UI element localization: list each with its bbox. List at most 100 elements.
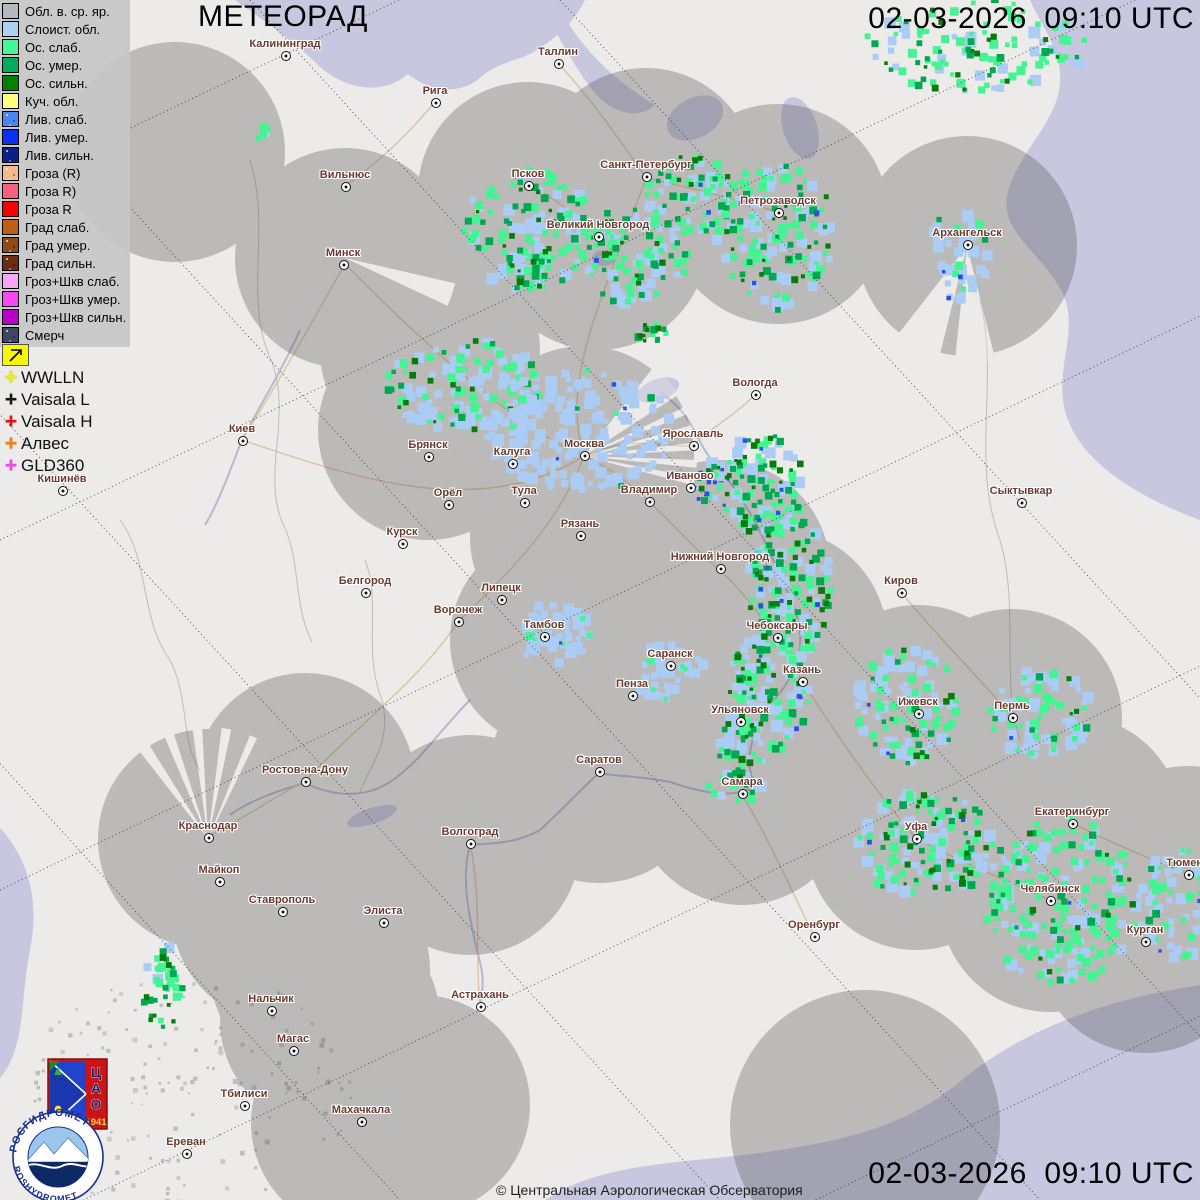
city-label: Сыктывкар bbox=[989, 485, 1053, 497]
legend-item-label: Лив. слаб. bbox=[25, 111, 88, 127]
city-marker-icon bbox=[1008, 713, 1018, 723]
legend-color-swatch bbox=[2, 21, 19, 37]
city-label: Курган bbox=[1126, 924, 1164, 936]
legend-item: Ос. слаб. bbox=[2, 38, 130, 56]
city-label: Самара bbox=[721, 776, 763, 788]
city-marker-icon bbox=[267, 1006, 277, 1016]
city-label: Ростов-на-Дону bbox=[261, 764, 349, 776]
city-label: Тбилиси bbox=[220, 1088, 268, 1100]
city-label: Киев bbox=[228, 423, 256, 435]
radar-site-circle bbox=[251, 1013, 471, 1200]
city-label: Саранск bbox=[647, 648, 693, 660]
legend-color-swatch bbox=[2, 75, 19, 91]
legend-item-label: Град слаб. bbox=[25, 219, 90, 235]
city-label: Элиста bbox=[363, 905, 403, 917]
cao-letter: О bbox=[91, 1096, 102, 1112]
city-marker-icon bbox=[666, 661, 676, 671]
city-label: Ставрополь bbox=[248, 894, 316, 906]
radar-site-circle bbox=[210, 860, 430, 1080]
legend-item: Гроза R) bbox=[2, 182, 130, 200]
legend-color-swatch bbox=[2, 201, 19, 217]
copyright-note: © Центральная Аэрологическая Обсерватори… bbox=[496, 1182, 803, 1198]
legend-item: Слоист. обл. bbox=[2, 20, 130, 38]
city-marker-icon bbox=[751, 390, 761, 400]
radar-site-circle bbox=[450, 530, 670, 750]
city-label: Орёл bbox=[433, 487, 463, 499]
legend-item-label: Гроз+Шкв умер. bbox=[25, 291, 121, 307]
cao-letter: Ц bbox=[91, 1064, 102, 1080]
city-label: Рига bbox=[422, 85, 448, 97]
city-marker-icon bbox=[278, 907, 288, 917]
city-label: Саратов bbox=[576, 754, 622, 766]
legend-item: Ос. умер. bbox=[2, 56, 130, 74]
city-label: Ульяновск bbox=[711, 704, 769, 716]
city-label: Пермь bbox=[994, 700, 1030, 712]
city-marker-icon bbox=[914, 709, 924, 719]
city-label: Вильнюс bbox=[319, 169, 371, 181]
city-label: Махачкала bbox=[331, 1104, 391, 1116]
legend-item: Лив. сильн. bbox=[2, 146, 130, 164]
city-marker-icon bbox=[810, 932, 820, 942]
city-label: Астрахань bbox=[451, 989, 509, 1001]
city-label: Казань bbox=[783, 664, 821, 676]
city-label: Киров bbox=[884, 575, 918, 587]
city-marker-icon bbox=[398, 539, 408, 549]
logos-svg: ЦАО 1941 РОСГИДРОМЕТ bbox=[7, 1058, 108, 1200]
city-label: Белгород bbox=[338, 575, 392, 587]
city-marker-icon bbox=[341, 182, 351, 192]
volga-river bbox=[464, 391, 802, 1007]
legend-item-label: Гроза R) bbox=[25, 183, 77, 199]
lightning-source-label: Vaisala L bbox=[21, 390, 90, 409]
city-label: Ижевск bbox=[898, 696, 938, 708]
legend-color-swatch bbox=[2, 273, 19, 289]
city-label: Тула bbox=[511, 485, 537, 497]
city-marker-icon bbox=[361, 588, 371, 598]
city-label: Курск bbox=[386, 526, 418, 538]
city-label: Екатеринбург bbox=[1034, 806, 1110, 818]
city-label: Волгоград bbox=[441, 826, 499, 838]
city-label: Псков bbox=[511, 168, 545, 180]
radar-site-circle bbox=[320, 240, 540, 460]
city-label: Брянск bbox=[408, 439, 448, 451]
black-sea bbox=[0, 828, 34, 1078]
gulf-of-finland bbox=[548, 10, 655, 114]
beam-blockage-wedge bbox=[584, 456, 697, 468]
legend-item-label: Гроз+Шкв слаб. bbox=[25, 273, 120, 289]
city-marker-icon bbox=[912, 834, 922, 844]
city-marker-icon bbox=[774, 208, 784, 218]
city-label: Магас bbox=[276, 1033, 310, 1045]
lightning-source-item: + Алвес bbox=[2, 433, 93, 455]
city-label: Кишинёв bbox=[37, 473, 87, 485]
city-label: Челябинск bbox=[1020, 883, 1080, 895]
city-marker-icon bbox=[524, 181, 534, 191]
caspian-sea bbox=[545, 985, 1200, 1200]
legend-item: Лив. слаб. bbox=[2, 110, 130, 128]
city-marker-icon bbox=[58, 486, 68, 496]
roshydromet-logo: РОСГИДРОМЕТ ROSHYDROMET bbox=[7, 1107, 104, 1200]
city-label: Уфа bbox=[904, 821, 928, 833]
radar-site-circle bbox=[310, 995, 530, 1200]
city-label: Тюмень bbox=[1166, 857, 1200, 869]
lightning-sources-legend: + WWLLN + Vaisala L + Vaisala H + Алвес + GLD360 bbox=[2, 367, 93, 477]
legend-item-label: Смерч bbox=[25, 327, 65, 343]
legend-item: Град слаб. bbox=[2, 218, 130, 236]
legend-color-swatch bbox=[2, 111, 19, 127]
baltic-sea bbox=[235, 0, 585, 90]
lightning-source-item: + Vaisala H bbox=[2, 411, 93, 433]
city-label: Ярославль bbox=[662, 428, 724, 440]
legend-color-swatch bbox=[2, 219, 19, 235]
lake-ladoga bbox=[666, 95, 724, 141]
city-label: Калуга bbox=[493, 446, 531, 458]
beam-blockage-wedge bbox=[208, 727, 232, 839]
city-marker-icon bbox=[215, 877, 225, 887]
legend-item: Ос. сильн. bbox=[2, 74, 130, 92]
radar-site-circle bbox=[235, 148, 455, 368]
city-marker-icon bbox=[773, 633, 783, 643]
city-marker-icon bbox=[379, 918, 389, 928]
city-marker-icon bbox=[454, 617, 464, 627]
city-marker-icon bbox=[238, 436, 248, 446]
radar-site-circle bbox=[730, 990, 1000, 1200]
legend-color-swatch bbox=[2, 327, 19, 343]
